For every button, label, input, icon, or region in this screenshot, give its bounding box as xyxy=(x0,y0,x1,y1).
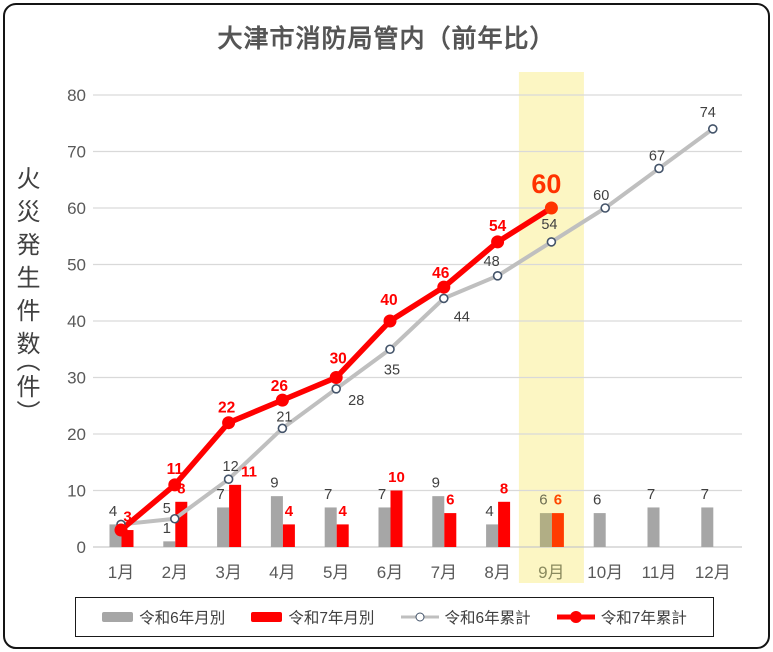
svg-text:0: 0 xyxy=(77,538,86,557)
red-line-swatch-icon xyxy=(556,610,595,624)
svg-text:7: 7 xyxy=(216,486,224,503)
svg-text:60: 60 xyxy=(531,169,561,199)
svg-text:21: 21 xyxy=(276,409,292,425)
svg-text:20: 20 xyxy=(67,425,86,444)
red-bar-swatch-icon xyxy=(251,612,283,622)
svg-text:30: 30 xyxy=(67,369,86,388)
svg-text:80: 80 xyxy=(67,86,86,105)
svg-text:50: 50 xyxy=(67,256,86,275)
svg-text:6: 6 xyxy=(554,492,562,509)
svg-text:1月: 1月 xyxy=(108,563,134,582)
svg-text:6: 6 xyxy=(446,492,454,509)
svg-text:11: 11 xyxy=(167,461,184,478)
svg-text:40: 40 xyxy=(67,312,86,331)
svg-text:22: 22 xyxy=(218,400,235,417)
svg-text:4: 4 xyxy=(339,503,348,520)
svg-text:7月: 7月 xyxy=(431,563,457,582)
y-axis-title: 火災発生件数 xyxy=(12,166,39,364)
svg-text:8: 8 xyxy=(177,480,185,497)
svg-text:28: 28 xyxy=(348,393,364,409)
svg-text:7: 7 xyxy=(647,486,655,503)
svg-text:10月: 10月 xyxy=(587,563,623,582)
svg-text:54: 54 xyxy=(541,217,557,233)
svg-text:30: 30 xyxy=(330,351,347,368)
svg-text:7: 7 xyxy=(378,486,386,503)
svg-text:9月: 9月 xyxy=(538,563,564,582)
svg-text:7: 7 xyxy=(324,486,332,503)
svg-text:8: 8 xyxy=(500,480,508,497)
svg-text:11: 11 xyxy=(241,463,257,480)
svg-text:4: 4 xyxy=(109,503,117,520)
svg-text:12月: 12月 xyxy=(695,563,731,582)
svg-text:9: 9 xyxy=(432,475,440,492)
svg-text:12: 12 xyxy=(223,459,239,475)
svg-text:6: 6 xyxy=(539,492,547,509)
svg-text:3月: 3月 xyxy=(215,563,241,582)
svg-text:4: 4 xyxy=(285,503,294,520)
chart-legend: 令和6年月別 令和7年月別 令和6年累計 令和7年累計 xyxy=(75,597,714,637)
legend-item-r7-monthly: 令和7年月別 xyxy=(251,606,374,628)
svg-text:40: 40 xyxy=(380,292,397,309)
svg-text:6: 6 xyxy=(593,492,601,509)
svg-text:9: 9 xyxy=(270,475,278,492)
chart-title: 大津市消防局管内（前年比） xyxy=(217,25,556,53)
svg-text:10: 10 xyxy=(67,482,86,501)
gray-line-swatch-icon xyxy=(400,610,439,624)
svg-text:44: 44 xyxy=(454,309,470,325)
svg-text:60: 60 xyxy=(67,199,86,218)
svg-text:35: 35 xyxy=(384,362,400,378)
svg-text:26: 26 xyxy=(271,378,289,395)
svg-text:5: 5 xyxy=(163,501,171,517)
svg-text:8月: 8月 xyxy=(484,563,510,582)
legend-label: 令和6年月別 xyxy=(139,610,226,627)
svg-text:46: 46 xyxy=(432,265,450,282)
svg-text:60: 60 xyxy=(593,188,609,204)
svg-text:74: 74 xyxy=(700,105,716,121)
svg-text:4月: 4月 xyxy=(269,563,295,582)
legend-label: 令和7年月別 xyxy=(288,610,375,627)
svg-text:11月: 11月 xyxy=(642,563,677,582)
svg-text:5月: 5月 xyxy=(323,563,349,582)
svg-text:1: 1 xyxy=(163,520,171,537)
gray-bar-swatch-icon xyxy=(102,612,134,622)
svg-text:6月: 6月 xyxy=(377,563,403,582)
svg-text:48: 48 xyxy=(484,254,500,270)
svg-text:7: 7 xyxy=(701,486,709,503)
legend-item-r7-cumulative: 令和7年累計 xyxy=(556,606,687,628)
svg-text:54: 54 xyxy=(489,218,507,235)
legend-item-r6-cumulative: 令和6年累計 xyxy=(400,606,531,628)
legend-item-r6-monthly: 令和6年月別 xyxy=(102,606,225,628)
svg-text:4: 4 xyxy=(485,503,493,520)
legend-label: 令和6年累計 xyxy=(444,610,531,627)
svg-text:2月: 2月 xyxy=(162,563,188,582)
svg-text:10: 10 xyxy=(388,469,405,486)
svg-text:67: 67 xyxy=(649,148,665,164)
svg-text:3: 3 xyxy=(123,509,131,526)
legend-label: 令和7年累計 xyxy=(600,610,687,627)
y-axis-unit: （件） xyxy=(12,348,39,426)
svg-text:70: 70 xyxy=(67,143,86,162)
